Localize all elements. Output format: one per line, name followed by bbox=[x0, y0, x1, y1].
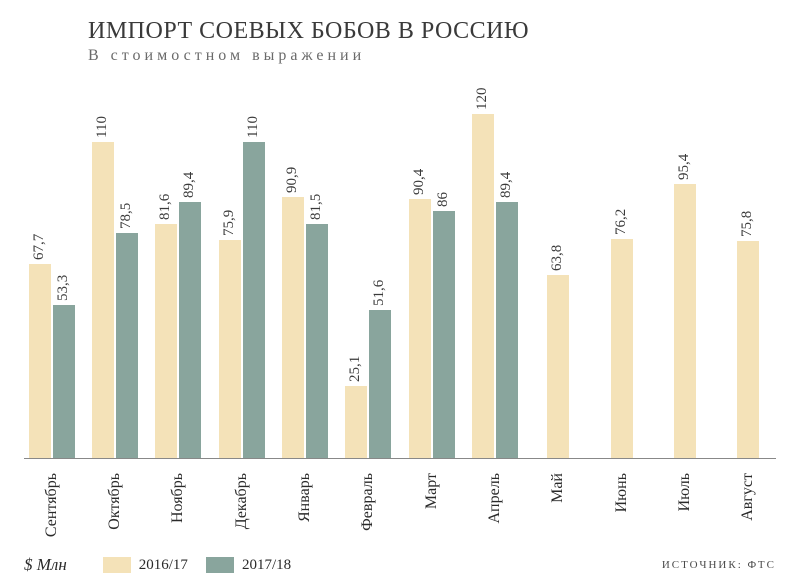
month-group: 67,753,3 bbox=[24, 85, 79, 458]
legend-item-0: 2016/17 bbox=[103, 557, 188, 574]
legend-item-1: 2017/18 bbox=[206, 557, 291, 574]
x-axis-labels: СентябрьОктябрьНоябрьДекабрьЯнварьФеврал… bbox=[24, 467, 776, 549]
bar: 75,9 bbox=[219, 240, 241, 458]
month-group: 25,151,6 bbox=[341, 85, 396, 458]
legend-label-1: 2017/18 bbox=[242, 557, 291, 574]
bar: 95,4 bbox=[674, 184, 696, 458]
bar: 81,5 bbox=[306, 224, 328, 458]
month-group: 12089,4 bbox=[467, 85, 522, 458]
bar-value-label: 63,8 bbox=[549, 245, 566, 271]
x-label: Март bbox=[404, 467, 459, 549]
month-group: 81,689,4 bbox=[151, 85, 206, 458]
month-group: 63,8 bbox=[531, 85, 586, 458]
bar: 63,8 bbox=[547, 275, 569, 458]
x-label: Июль bbox=[657, 467, 712, 549]
chart-container: ИМПОРТ СОЕВЫХ БОБОВ В РОССИЮ В стоимостн… bbox=[0, 0, 800, 587]
bar: 76,2 bbox=[611, 239, 633, 458]
month-group: 76,2 bbox=[594, 85, 649, 458]
bar-value-label: 90,9 bbox=[284, 167, 301, 193]
chart-footer: $ Млн 2016/17 2017/18 ИСТОЧНИК: ФТС bbox=[24, 549, 776, 575]
month-group: 75,8 bbox=[721, 85, 776, 458]
x-label: Сентябрь bbox=[24, 467, 79, 549]
x-label: Ноябрь bbox=[151, 467, 206, 549]
bar: 89,4 bbox=[179, 202, 201, 459]
month-group: 90,486 bbox=[404, 85, 459, 458]
bar-value-label: 110 bbox=[94, 116, 111, 138]
bar: 75,8 bbox=[737, 241, 759, 458]
month-group: 90,981,5 bbox=[277, 85, 332, 458]
x-label: Июнь bbox=[594, 467, 649, 549]
legend-swatch-0 bbox=[103, 557, 131, 573]
x-label: Август bbox=[721, 467, 776, 549]
x-label: Май bbox=[531, 467, 586, 549]
bar: 110 bbox=[243, 142, 265, 458]
bar-value-label: 89,4 bbox=[181, 171, 198, 197]
bar: 90,4 bbox=[409, 199, 431, 458]
bar: 110 bbox=[92, 142, 114, 458]
x-label: Январь bbox=[277, 467, 332, 549]
bar-value-label: 67,7 bbox=[31, 234, 48, 260]
legend-label-0: 2016/17 bbox=[139, 557, 188, 574]
bar: 120 bbox=[472, 114, 494, 458]
bar: 89,4 bbox=[496, 202, 518, 459]
bar-value-label: 95,4 bbox=[676, 154, 693, 180]
bar: 90,9 bbox=[282, 197, 304, 458]
bar-value-label: 75,8 bbox=[739, 210, 756, 236]
bar: 78,5 bbox=[116, 233, 138, 458]
legend-swatch-1 bbox=[206, 557, 234, 573]
plot-area: 67,753,311078,581,689,475,911090,981,525… bbox=[24, 85, 776, 459]
month-group: 75,9110 bbox=[214, 85, 269, 458]
bars-row: 67,753,311078,581,689,475,911090,981,525… bbox=[24, 85, 776, 459]
month-group: 95,4 bbox=[657, 85, 712, 458]
x-label: Февраль bbox=[341, 467, 396, 549]
x-label: Апрель bbox=[467, 467, 522, 549]
bar-value-label: 89,4 bbox=[498, 171, 515, 197]
bar-value-label: 120 bbox=[474, 87, 491, 110]
bar-value-label: 90,4 bbox=[411, 168, 428, 194]
x-label: Октябрь bbox=[87, 467, 142, 549]
bar-value-label: 81,6 bbox=[157, 194, 174, 220]
chart-title: ИМПОРТ СОЕВЫХ БОБОВ В РОССИЮ bbox=[88, 18, 776, 45]
bar-value-label: 51,6 bbox=[371, 280, 388, 306]
bar-value-label: 78,5 bbox=[118, 203, 135, 229]
x-label: Декабрь bbox=[214, 467, 269, 549]
y-axis-unit: $ Млн bbox=[24, 555, 67, 575]
source-label: ИСТОЧНИК: ФТС bbox=[662, 559, 776, 571]
bar-value-label: 25,1 bbox=[347, 356, 364, 382]
bar: 86 bbox=[433, 211, 455, 458]
bar-value-label: 110 bbox=[245, 116, 262, 138]
legend: $ Млн 2016/17 2017/18 bbox=[24, 555, 291, 575]
bar: 51,6 bbox=[369, 310, 391, 458]
bar-value-label: 75,9 bbox=[221, 210, 238, 236]
bar-value-label: 76,2 bbox=[613, 209, 630, 235]
bar-value-label: 53,3 bbox=[55, 275, 72, 301]
bar: 25,1 bbox=[345, 386, 367, 458]
bar: 67,7 bbox=[29, 264, 51, 458]
chart-subtitle: В стоимостном выражении bbox=[88, 47, 776, 65]
bar-value-label: 86 bbox=[435, 192, 452, 207]
bar: 81,6 bbox=[155, 224, 177, 458]
bar-value-label: 81,5 bbox=[308, 194, 325, 220]
bar: 53,3 bbox=[53, 305, 75, 458]
month-group: 11078,5 bbox=[87, 85, 142, 458]
